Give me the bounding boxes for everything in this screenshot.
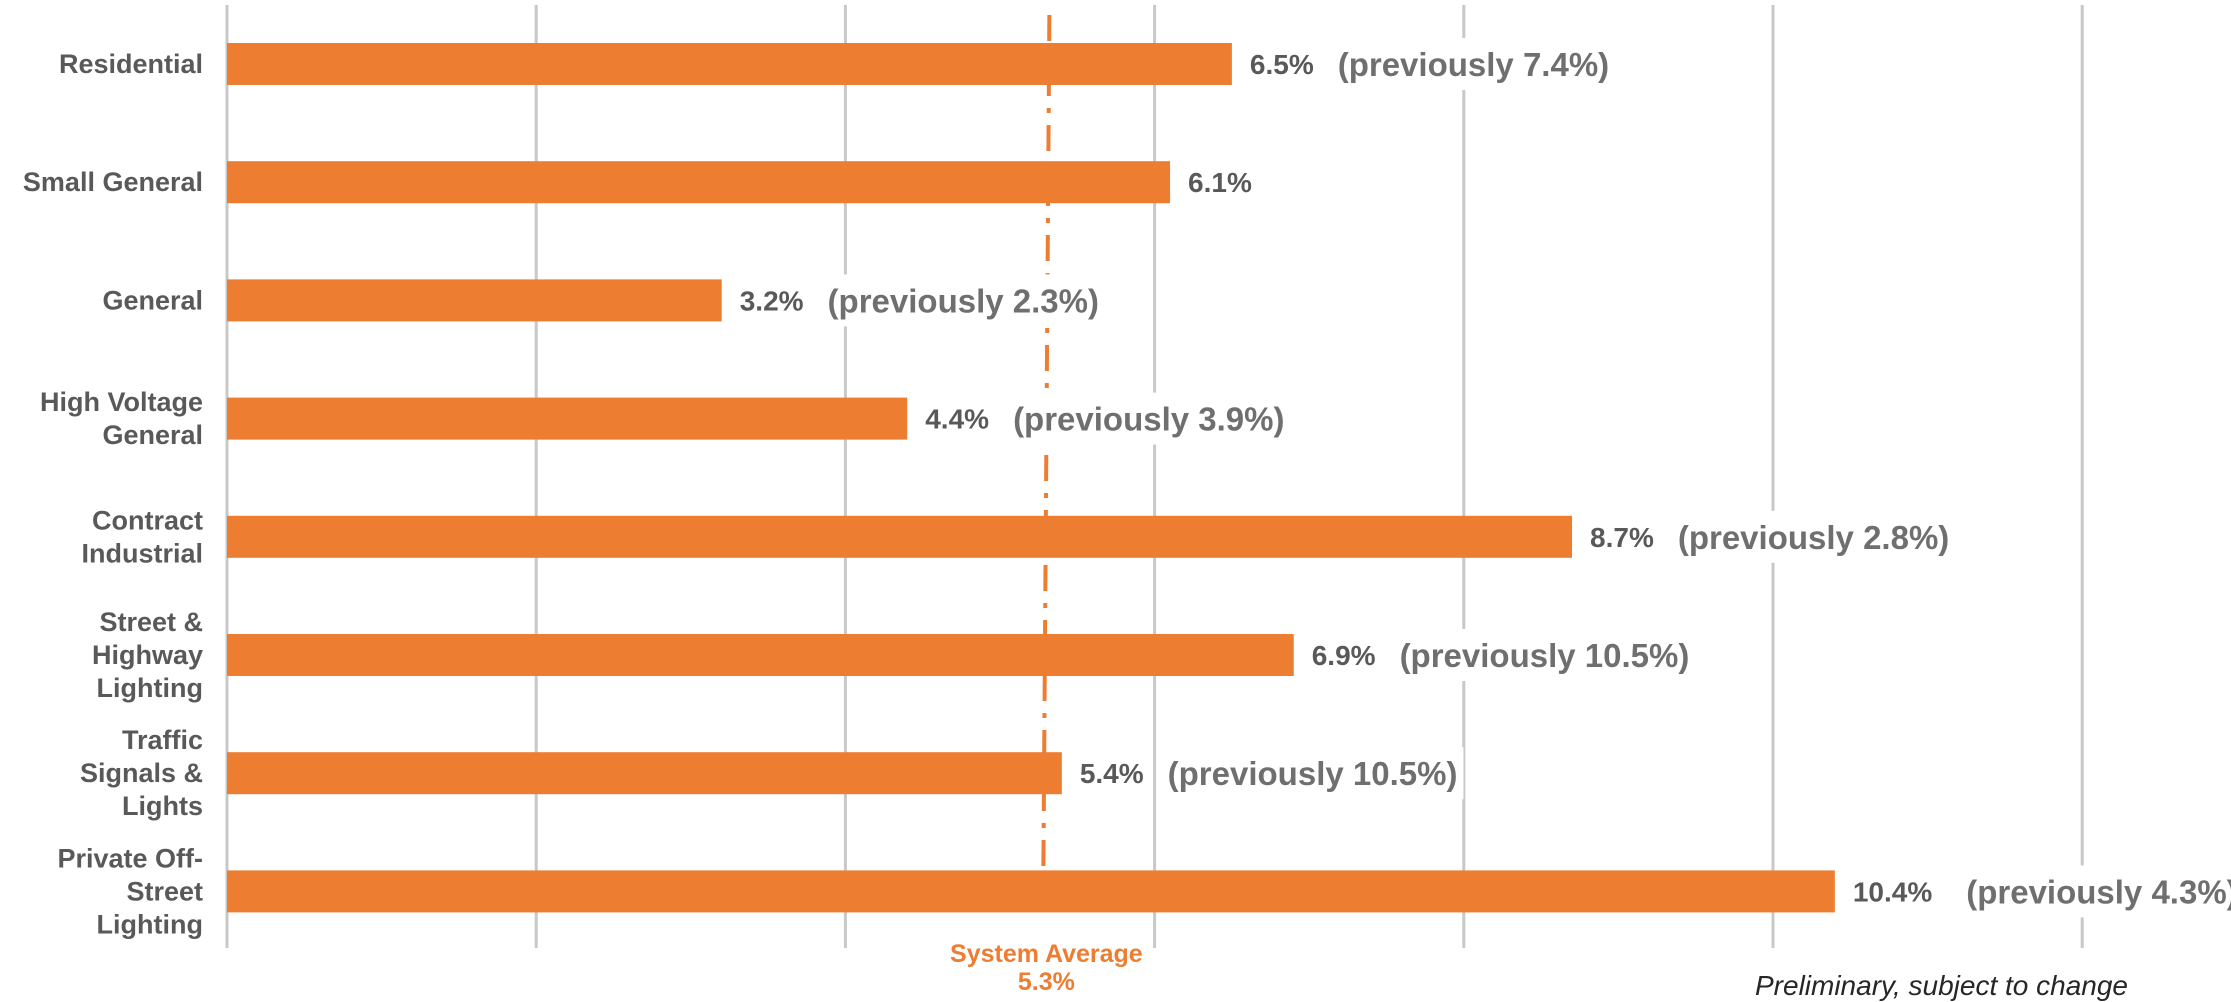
bar [227, 870, 1835, 913]
bar [227, 752, 1062, 795]
label-background [1161, 747, 1464, 800]
label-background [1671, 510, 1956, 563]
value-label: 8.7% [1590, 522, 1654, 553]
category-label: Residential [59, 49, 203, 79]
value-label: 6.5% [1250, 49, 1314, 80]
previous-value-label: (previously 2.3%) [828, 282, 1099, 319]
label-background [1393, 629, 1696, 681]
label-background [1331, 38, 1616, 90]
category-label: High Voltage General [40, 387, 203, 450]
labels: Residential 6.5% (previously 7.4%) Small Ge… [23, 38, 2231, 994]
value-label: 5.4% [1080, 758, 1144, 789]
previous-value-label: (previously 4.3%) [1966, 873, 2231, 910]
previous-value-label: (previously 7.4%) [1338, 46, 1609, 83]
label-background [821, 274, 1105, 327]
category-label: General [102, 285, 203, 315]
category-label: Small General [23, 167, 203, 197]
category-label: Contract Industrial [81, 505, 203, 568]
reference-line-value: 5.3% [1018, 968, 1075, 994]
category-label: Private Off-Street Lighting [57, 843, 203, 939]
bar [227, 397, 908, 440]
category-label: Street & Highway Lighting [92, 607, 203, 703]
value-label: 4.4% [925, 404, 989, 435]
label-background [1960, 865, 2231, 918]
bar [227, 161, 1171, 204]
gridlines [225, 5, 2084, 948]
previous-value-label: (previously 2.8%) [1678, 519, 1949, 556]
category-label: Traffic Signals & Lights [80, 725, 203, 821]
bar [227, 43, 1232, 85]
value-label: 3.2% [740, 285, 804, 316]
previous-value-label: (previously 10.5%) [1400, 637, 1690, 674]
value-label: 6.1% [1188, 167, 1252, 198]
bar [227, 634, 1294, 676]
reference-line-label: System Average [950, 940, 1143, 968]
bar [227, 515, 1573, 558]
label-background [1007, 392, 1291, 445]
value-label: 10.4% [1853, 876, 1932, 907]
footnote: Preliminary, subject to change [1755, 970, 2128, 1001]
bar [227, 279, 722, 322]
value-label: 6.9% [1312, 640, 1376, 671]
previous-value-label: (previously 3.9%) [1013, 401, 1284, 438]
bars [227, 43, 1835, 913]
previous-value-label: (previously 10.5%) [1168, 755, 1458, 792]
